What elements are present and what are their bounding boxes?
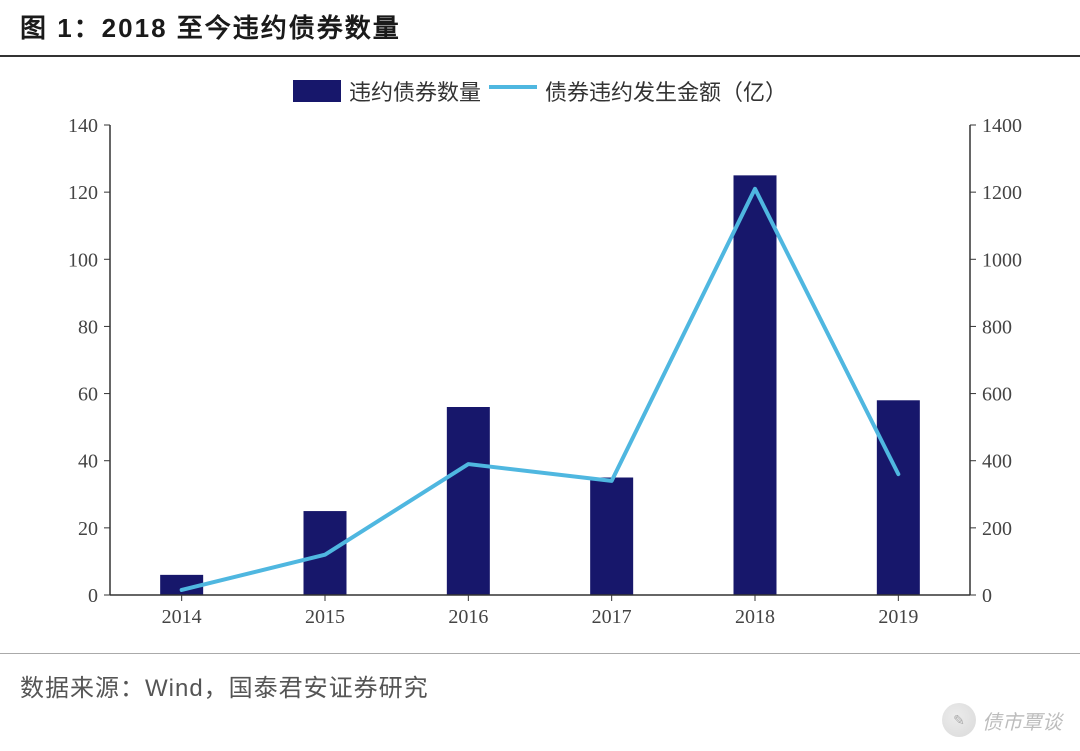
svg-text:140: 140	[68, 115, 98, 137]
watermark: ✎ 债市覃谈	[942, 703, 1062, 737]
legend-bar-swatch	[293, 80, 341, 102]
chart-area: 0204060801001201400200400600800100012001…	[20, 115, 1060, 645]
svg-text:800: 800	[982, 316, 1012, 338]
svg-text:100: 100	[68, 249, 98, 271]
svg-text:600: 600	[982, 384, 1012, 406]
svg-text:1000: 1000	[982, 249, 1022, 271]
figure-title: 图 1：2018 至今违约债券数量	[20, 13, 401, 43]
watermark-icon: ✎	[942, 703, 976, 737]
svg-text:60: 60	[78, 384, 98, 406]
svg-text:2014: 2014	[162, 606, 202, 628]
data-source-footer: 数据来源：Wind，国泰君安证券研究	[0, 653, 1080, 703]
legend-line-label: 债券违约发生金额（亿）	[545, 75, 787, 107]
svg-text:1400: 1400	[982, 115, 1022, 137]
svg-text:80: 80	[78, 316, 98, 338]
watermark-text: 债市覃谈	[982, 706, 1062, 735]
chart-svg: 0204060801001201400200400600800100012001…	[20, 115, 1060, 645]
legend-line-swatch	[489, 85, 537, 89]
chart-legend: 违约债券数量 债券违约发生金额（亿）	[0, 57, 1080, 115]
svg-text:120: 120	[68, 182, 98, 204]
legend-bar-label: 违约债券数量	[349, 75, 481, 107]
svg-text:2018: 2018	[735, 606, 775, 628]
svg-text:0: 0	[88, 585, 98, 607]
footer-text: 数据来源：Wind，国泰君安证券研究	[20, 675, 429, 702]
svg-text:20: 20	[78, 518, 98, 540]
svg-text:400: 400	[982, 451, 1012, 473]
svg-text:2019: 2019	[878, 606, 918, 628]
svg-text:200: 200	[982, 518, 1012, 540]
svg-text:40: 40	[78, 451, 98, 473]
svg-text:1200: 1200	[982, 182, 1022, 204]
svg-text:2017: 2017	[592, 606, 632, 628]
svg-text:2016: 2016	[448, 606, 488, 628]
svg-text:0: 0	[982, 585, 992, 607]
figure-title-bar: 图 1：2018 至今违约债券数量	[0, 0, 1080, 57]
svg-text:2015: 2015	[305, 606, 345, 628]
